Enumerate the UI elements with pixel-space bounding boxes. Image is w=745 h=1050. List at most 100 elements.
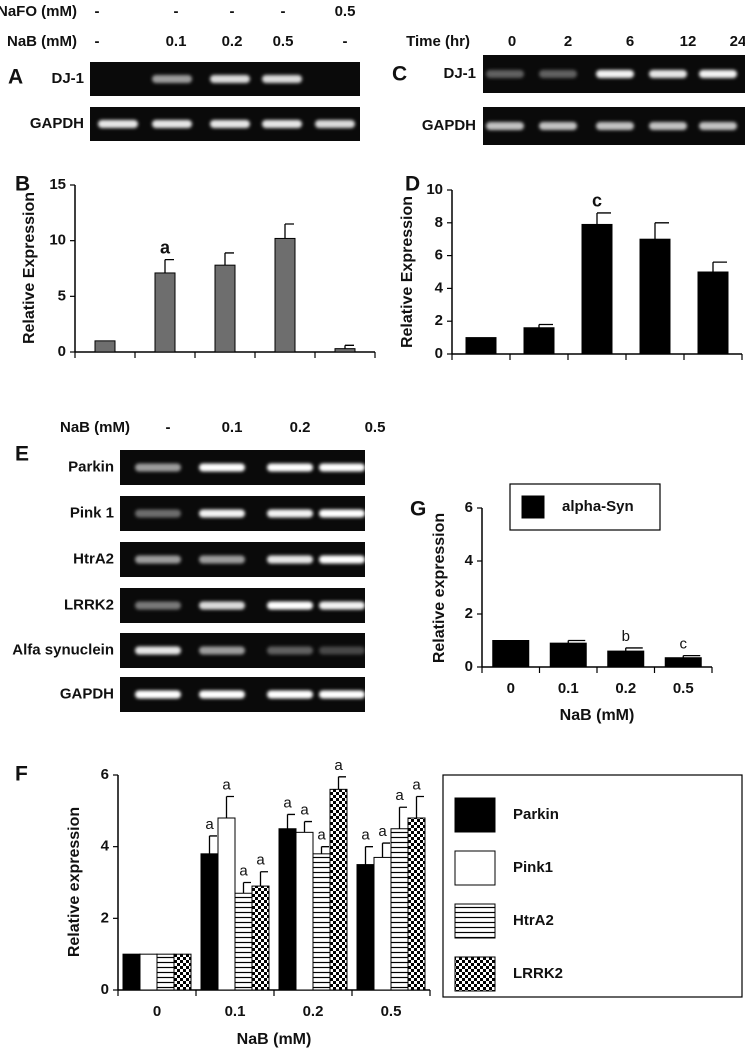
y-tick-label: 4 [435, 279, 444, 296]
bar [390, 828, 409, 991]
y-axis-label: Relative expression [431, 513, 448, 663]
lane-label: - [95, 3, 100, 20]
panel-letter: A [8, 66, 23, 89]
legend-swatch [521, 495, 545, 519]
significance-label: a [361, 827, 370, 844]
error-bar [225, 795, 234, 818]
lane-label: 0.1 [222, 419, 243, 436]
gel-band [267, 690, 313, 699]
x-tick-label: 0.1 [558, 680, 579, 697]
x-axis-label: NaB (mM) [560, 707, 635, 724]
gel-band [135, 509, 181, 518]
gel-band [649, 122, 687, 130]
lane-label: - [95, 33, 100, 50]
bar [154, 272, 176, 353]
legend-swatch [454, 903, 496, 939]
gel-band [135, 646, 181, 655]
significance-label: b [622, 628, 630, 645]
y-tick-label: 2 [435, 312, 443, 329]
significance-label: a [283, 794, 292, 811]
legend-label: LRRK2 [513, 965, 563, 982]
bar [217, 817, 236, 991]
error-bar [596, 212, 611, 225]
y-tick-label: 6 [465, 499, 473, 516]
gel-band [699, 122, 737, 130]
bar [492, 640, 530, 668]
y-tick-label: 4 [101, 838, 110, 855]
significance-label: a [334, 757, 343, 774]
y-axis-label: Relative expression [66, 807, 83, 957]
gel-band [199, 555, 245, 564]
significance-label: a [317, 827, 326, 844]
y-tick-label: 6 [435, 247, 443, 264]
gel-band [596, 70, 634, 78]
gel-band [267, 601, 313, 610]
gel-band [98, 120, 138, 128]
error-bar [242, 881, 251, 894]
gel-band [210, 120, 250, 128]
lane-label: - [174, 3, 179, 20]
gel-row-label: GAPDH [60, 685, 114, 702]
error-bar [682, 654, 701, 658]
y-axis-label: Relative Expression [21, 192, 38, 344]
x-tick-label: 0 [153, 1003, 161, 1020]
gel-band [267, 555, 313, 564]
gel-band [319, 555, 365, 564]
gel-band [199, 690, 245, 699]
lane-label: 0.2 [222, 33, 243, 50]
significance-label: a [300, 802, 309, 819]
gel-band [539, 122, 577, 130]
gel-row-label: LRRK2 [64, 596, 114, 613]
error-bar [284, 223, 294, 239]
gel-band [319, 509, 365, 518]
significance-label: c [680, 636, 688, 653]
bar [278, 828, 297, 991]
error-bar [303, 820, 312, 833]
panel-letter: F [15, 763, 28, 786]
bar [94, 340, 116, 353]
bar [639, 238, 671, 355]
gel-band [319, 601, 365, 610]
bar [200, 853, 219, 991]
gel-band [319, 646, 365, 655]
significance-label: a [378, 823, 387, 840]
y-tick-label: 0 [435, 345, 443, 362]
bar [295, 831, 314, 991]
gel-band [199, 646, 245, 655]
bar [156, 953, 175, 991]
gel-band [262, 120, 302, 128]
error-bar [381, 842, 390, 858]
bar [373, 856, 392, 991]
y-tick-label: 0 [465, 658, 473, 675]
gel-band [267, 463, 313, 472]
gel-band [649, 70, 687, 78]
y-tick-label: 4 [465, 552, 474, 569]
y-tick-label: 2 [465, 605, 473, 622]
gel-band [199, 601, 245, 610]
lane-label: - [230, 3, 235, 20]
lane-label: 12 [680, 33, 697, 50]
y-tick-label: 10 [49, 232, 66, 249]
y-tick-label: 5 [58, 287, 66, 304]
y-tick-label: 2 [101, 909, 109, 926]
x-tick-label: 0 [507, 680, 515, 697]
gel-band [699, 70, 737, 78]
condition-name: NaB (mM) [60, 419, 130, 436]
error-bar [415, 795, 424, 818]
significance-label: a [395, 787, 404, 804]
gel-band [199, 463, 245, 472]
lane-label: 0.2 [290, 419, 311, 436]
gel-band [315, 120, 355, 128]
x-tick-label: 0.1 [225, 1003, 246, 1020]
lane-label: 0.1 [166, 33, 187, 50]
significance-label: a [239, 862, 248, 879]
gel-band [210, 75, 250, 83]
error-bar [286, 813, 295, 829]
legend-label: Parkin [513, 806, 559, 823]
lane-label: 2 [564, 33, 572, 50]
y-tick-label: 10 [426, 181, 443, 198]
significance-label: a [256, 852, 265, 869]
lane-label: 24 [730, 33, 745, 50]
gel-band [486, 122, 524, 130]
